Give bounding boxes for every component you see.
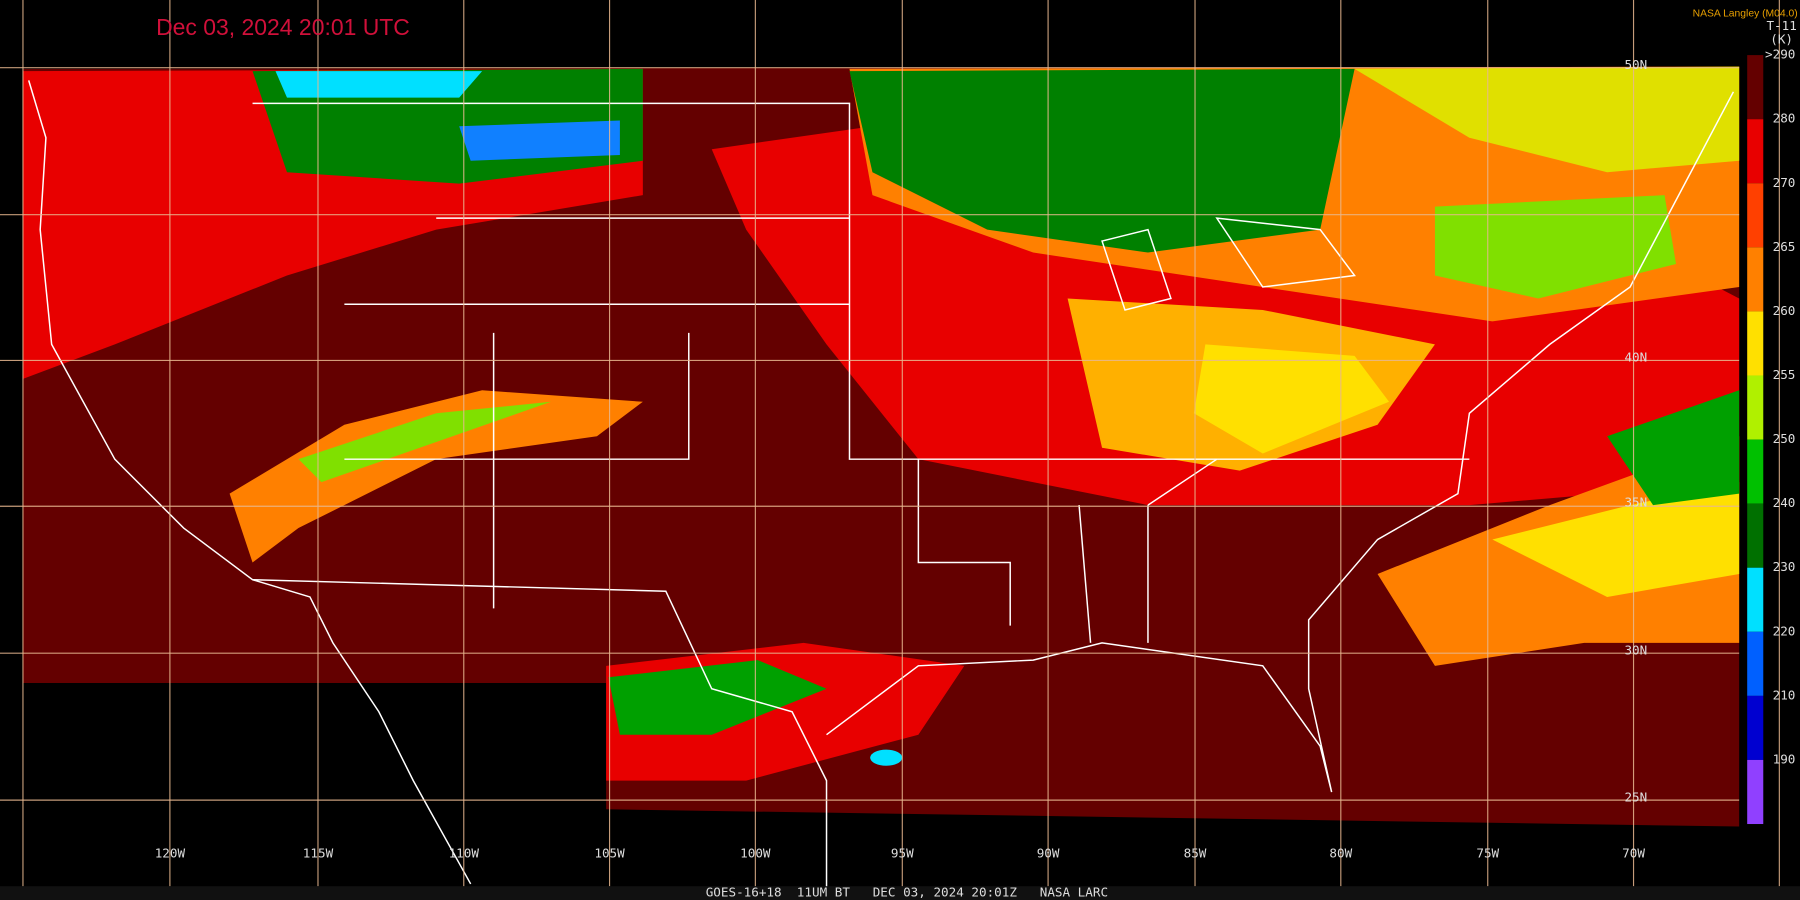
cloud-cyan [275,71,483,98]
great-lakes [1101,217,1356,311]
imagery [22,66,1740,827]
colorbar-title: T-11 [1766,18,1796,33]
longitude-label: 120W [155,846,186,861]
colorbar-label: 260 [1773,303,1796,318]
credit: NASA Langley (M04.0) [1693,9,1798,20]
colorbar-segment [1747,439,1764,504]
title: Dec 03, 2024 20:01 UTC [156,14,410,40]
colorbar-segment [1747,759,1764,825]
colorbar-label: 190 [1773,751,1796,766]
longitude-label: 115W [303,846,334,861]
cloud-lime [1434,195,1677,299]
longitude-label: 80W [1329,846,1352,861]
colorbar-segment [1747,695,1764,760]
colorbar-segment [1747,311,1764,376]
longitude-label: 70W [1622,846,1645,861]
colorbar-label: 230 [1773,559,1796,574]
colorbar-label: 255 [1773,367,1796,382]
footer: GOES-16+18 11UM BT DEC 03, 2024 20:01Z N… [706,885,1108,900]
longitude-label: 75W [1476,846,1499,861]
colorbar: >290 280 270 265 260 255 250 240 230 220 210 190 [1747,47,1796,825]
cloud-band [298,401,552,483]
graticule-labels: 120W 115W 110W 105W 100W 95W 90W 85W 80W 75W 70W 50… [155,57,1648,861]
latitude-label: 50N [1624,57,1647,72]
cloud-blue [459,120,620,161]
colorbar-label: >290 [1765,47,1795,62]
colorbar-segment [1747,631,1764,696]
cloud-yellow [1492,482,1740,597]
latitude-label: 25N [1624,789,1647,804]
colorbar-segment [1747,567,1764,632]
footer-bar [0,886,1800,900]
longitude-label: 105W [594,846,625,861]
colorbar-label: 250 [1773,431,1796,446]
cloud-green [1607,390,1740,506]
latitude-label: 35N [1624,494,1647,509]
colorbar-segment [1747,375,1764,440]
cloud-cyan [870,749,903,766]
colorbar-label: 265 [1773,239,1796,254]
colorbar-label: 210 [1773,687,1796,702]
longitude-label: 90W [1037,846,1060,861]
colorbar-label: 270 [1773,175,1796,190]
latitude-label: 30N [1624,642,1647,657]
cloud-band [229,390,643,563]
longitude-label: 95W [891,846,914,861]
cloud-green [849,68,1355,253]
colorbar-segment [1747,55,1764,120]
colorbar-segment [1747,183,1764,248]
state-lines [252,102,1470,643]
colorbar-segment [1747,503,1764,568]
cloud-green [608,660,827,735]
colorbar-label: 240 [1773,495,1796,510]
latitude-label: 40N [1624,350,1647,365]
colorbar-unit: (K) [1770,32,1793,47]
longitude-label: 100W [740,846,771,861]
colorbar-label: 280 [1773,111,1796,126]
east-coast [826,91,1735,793]
longitude-label: 85W [1184,846,1207,861]
colorbar-segment [1747,119,1764,184]
graticule [0,0,1780,887]
colorbar-label: 220 [1773,623,1796,638]
longitude-label: 110W [449,846,480,861]
cloud-yellow [1354,66,1740,173]
colorbar-segment [1747,247,1764,312]
